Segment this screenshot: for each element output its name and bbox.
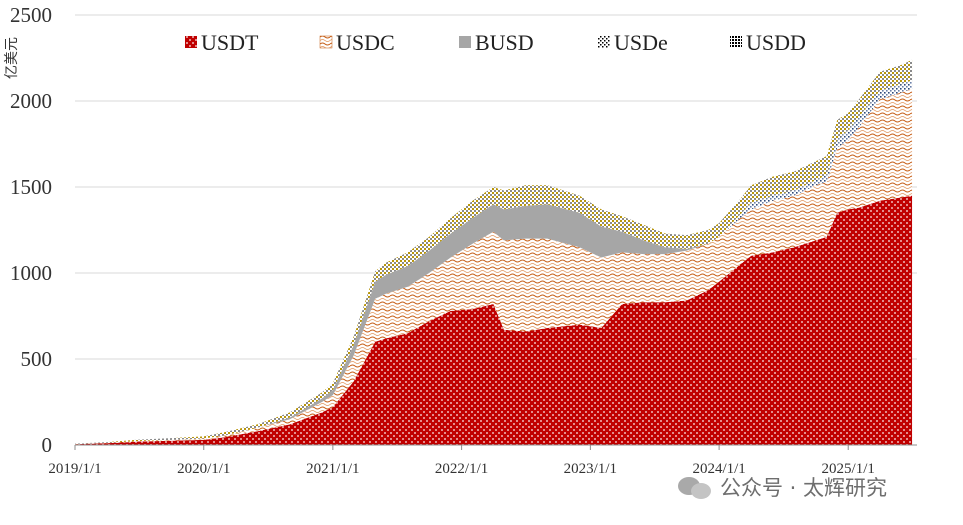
y-tick-labels: 0 500 1000 1500 2000 2500 [10, 3, 52, 457]
x-tick-label: 2024/1/1 [692, 461, 745, 477]
y-tick-label: 500 [21, 347, 53, 371]
x-tick-label: 2021/1/1 [306, 461, 359, 477]
stacked-areas [75, 59, 913, 445]
y-tick-label: 2500 [10, 3, 52, 27]
legend-swatch-usdt [185, 36, 197, 48]
legend-swatch-usdc [319, 35, 333, 49]
y-axis-title: 亿美元 [4, 37, 20, 79]
legend-label-usde: USDe [614, 30, 668, 55]
x-tick-label: 2019/1/1 [48, 461, 101, 477]
area-usdt [75, 195, 913, 445]
y-tick-label: 1500 [10, 175, 52, 199]
watermark: 公众号 · 太辉研究 [678, 472, 887, 502]
area-usdc [75, 88, 913, 445]
legend-label-usdc: USDC [336, 30, 395, 55]
y-tick-label: 1000 [10, 261, 52, 285]
x-tick-label: 2020/1/1 [177, 461, 230, 477]
legend-label-usdt: USDT [201, 30, 259, 55]
x-tick-labels: 2019/1/1 2020/1/1 2021/1/1 2022/1/1 2023/1/1… [48, 445, 875, 477]
x-tick-label: 2023/1/1 [564, 461, 617, 477]
legend-label-busd: BUSD [475, 30, 534, 55]
legend-swatch-busd [459, 36, 471, 48]
x-tick-label: 2025/1/1 [822, 461, 875, 477]
legend-label-usdd: USDD [746, 30, 806, 55]
watermark-text: 公众号 · 太辉研究 [720, 476, 888, 500]
legend-swatch-usde [598, 36, 610, 48]
legend: USDT USDC BUSD USDe USDD [185, 30, 806, 55]
y-tick-label: 2000 [10, 89, 52, 113]
y-tick-label: 0 [42, 433, 53, 457]
x-tick-label: 2022/1/1 [435, 461, 488, 477]
wechat-logo-icon [678, 475, 712, 499]
legend-swatch-usdd [730, 36, 742, 48]
